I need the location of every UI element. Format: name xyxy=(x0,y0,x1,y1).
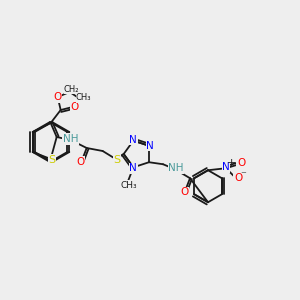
Text: NH: NH xyxy=(63,134,78,144)
Text: O: O xyxy=(180,187,188,197)
Text: S: S xyxy=(113,155,120,165)
Text: N: N xyxy=(146,141,154,151)
Text: O: O xyxy=(76,157,85,167)
Text: CH₃: CH₃ xyxy=(76,94,92,103)
Text: NH: NH xyxy=(168,163,184,173)
Text: O: O xyxy=(234,173,242,183)
Text: S: S xyxy=(48,155,55,165)
Text: ⁻: ⁻ xyxy=(240,170,246,180)
Text: CH₂: CH₂ xyxy=(64,85,80,94)
Text: N: N xyxy=(130,135,137,145)
Text: O: O xyxy=(54,92,62,102)
Text: +: + xyxy=(226,158,236,168)
Text: CH₃: CH₃ xyxy=(120,181,137,190)
Text: N: N xyxy=(222,162,230,172)
Text: N: N xyxy=(130,163,137,173)
Text: O: O xyxy=(237,158,245,168)
Text: O: O xyxy=(70,102,79,112)
